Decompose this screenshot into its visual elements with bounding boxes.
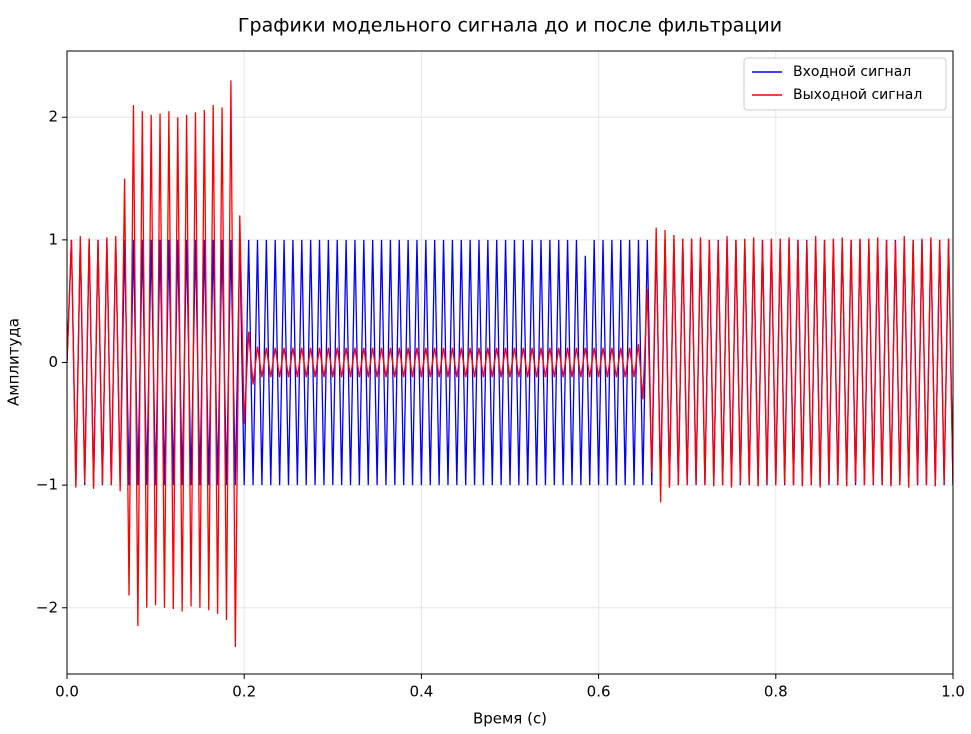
legend-label: Входной сигнал — [793, 64, 911, 80]
legend-box — [743, 57, 947, 111]
series-line — [67, 80, 953, 648]
x-tick-label: 0.0 — [55, 683, 79, 701]
y-tick-label: 0 — [48, 353, 58, 371]
x-tick-label: 0.2 — [232, 683, 256, 701]
chart-title: Графики модельного сигнала до и после фи… — [238, 15, 782, 37]
plot-frame — [66, 50, 954, 675]
x-tick-label: 0.8 — [764, 683, 788, 701]
x-tick-label: 0.6 — [587, 683, 611, 701]
y-axis-label: Амплитуда — [5, 318, 23, 406]
y-tick-label: −2 — [36, 598, 58, 616]
x-axis-label: Время (с) — [473, 710, 547, 728]
y-tick-label: −1 — [36, 476, 58, 494]
x-tick-label: 1.0 — [941, 683, 965, 701]
y-tick-label: 2 — [48, 108, 58, 126]
x-tick-label: 0.4 — [409, 683, 433, 701]
legend-label: Выходной сигнал — [793, 87, 922, 103]
y-tick-label: 1 — [48, 230, 58, 248]
